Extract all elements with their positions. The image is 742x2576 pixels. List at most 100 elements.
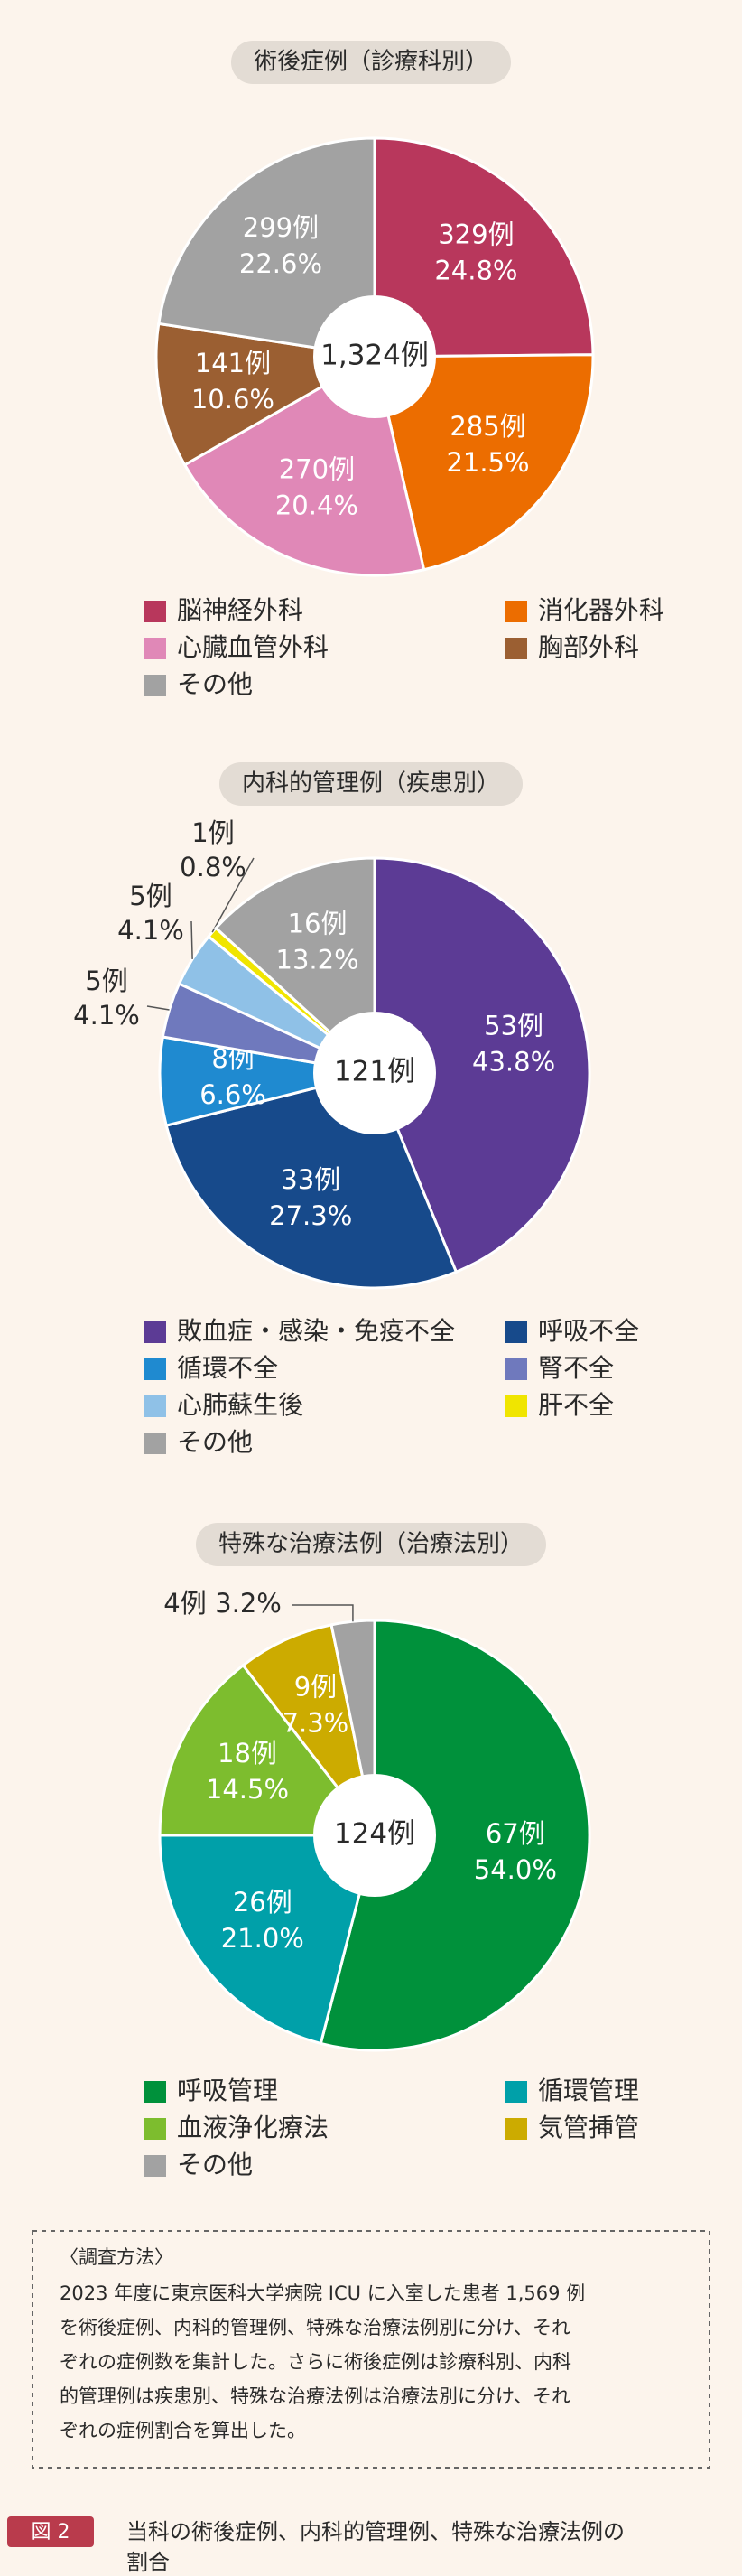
slice-count-label: 5例 (85, 966, 127, 996)
slice-percent-label: 6.6% (199, 1079, 266, 1110)
method-heading: 〈調査方法〉 (60, 2246, 173, 2268)
method-text: ぞれの症例割合を算出した。 (60, 2420, 306, 2441)
chart-title: 術後症例（診療科別） (254, 49, 488, 76)
method-text: 2023 年度に東京医科大学病院 ICU に入室した患者 1,569 例 (60, 2282, 585, 2304)
slice-count-label: 53例 (484, 1011, 543, 1041)
slice-count-label: 16例 (288, 908, 348, 938)
legend-label: 肝不全 (538, 1390, 614, 1420)
legend-swatch (505, 1395, 527, 1417)
title-pill (230, 41, 512, 84)
title-pill (195, 1523, 547, 1566)
leader-line (292, 1604, 354, 1622)
legend-swatch (144, 2081, 166, 2103)
legend-swatch (144, 2118, 166, 2140)
method-text: 的管理例は疾患別、特殊な治療法例は治療法別に分け、それ (60, 2385, 570, 2407)
legend-label: 心肺蘇生後 (177, 1390, 303, 1420)
donut-hole (313, 295, 436, 418)
caption-text: 当科の術後症例、内科的管理例、特殊な治療法例の (126, 2519, 625, 2544)
legend-label: 呼吸管理 (177, 2076, 278, 2105)
legend-label: その他 (177, 669, 253, 699)
slice-count-label: 141例 (195, 348, 271, 378)
chart-title: 特殊な治療法例（治療法別） (218, 1531, 524, 1558)
slice-percent-label: 20.4% (275, 490, 358, 520)
slice-count-label: 4例 (163, 1588, 206, 1619)
leader-line (211, 857, 255, 933)
method-text: ぞれの症例数を集計した。さらに術後症例は診療科別、内科 (60, 2351, 571, 2373)
legend-label: 気管挿管 (538, 2113, 639, 2142)
legend-swatch (144, 675, 166, 696)
legend-swatch (144, 601, 166, 622)
pie-slice (214, 856, 376, 1077)
legend-swatch (505, 601, 527, 622)
slice-count-label: 9例 (294, 1671, 337, 1702)
pie-slice (157, 136, 376, 359)
pie-slice (373, 136, 595, 359)
method-box (32, 2230, 710, 2469)
leader-line (146, 1005, 170, 1011)
title-pill (218, 762, 524, 806)
legend-label: 脳神経外科 (177, 595, 303, 625)
caption-label: 図 2 (32, 2521, 70, 2543)
legend-label: 循環管理 (538, 2076, 639, 2105)
slice-count-label: 285例 (450, 411, 525, 442)
legend-label: 胸部外科 (538, 632, 639, 662)
slice-percent-label: 14.5% (206, 1774, 289, 1805)
legend-label: 敗血症・感染・免疫不全 (177, 1316, 455, 1346)
slice-percent-label: 54.0% (474, 1854, 557, 1885)
pie-slice (373, 856, 591, 1274)
donut-hole (313, 1774, 436, 1897)
slice-count-label: 329例 (438, 219, 514, 250)
center-label: 124例 (334, 1818, 415, 1851)
legend-label: 循環不全 (177, 1353, 278, 1383)
slice-percent-label: 0.8% (180, 852, 246, 882)
leader-line (190, 920, 193, 959)
slice-percent-label: 43.8% (472, 1047, 555, 1078)
caption-badge (7, 2516, 94, 2547)
donut-hole (313, 1012, 436, 1134)
legend-swatch (144, 2155, 166, 2177)
slice-percent-label: 7.3% (283, 1707, 349, 1738)
slice-count-label: 270例 (279, 453, 355, 484)
slice-percent-label: 21.5% (446, 447, 529, 478)
slice-percent-label: 22.6% (239, 248, 322, 279)
slice-percent-label: 13.2% (276, 944, 359, 975)
legend-label: 呼吸不全 (538, 1316, 639, 1346)
slice-count-label: 26例 (233, 1887, 292, 1918)
pie-slice (158, 1663, 378, 1837)
legend-label: 血液浄化療法 (177, 2113, 329, 2142)
legend-label: 腎不全 (538, 1353, 614, 1383)
slice-count-label: 33例 (281, 1164, 340, 1195)
slice-count-label: 1例 (191, 817, 234, 848)
caption-text: 割合 (126, 2550, 170, 2575)
slice-percent-label: 27.3% (269, 1200, 352, 1231)
slice-percent-label: 10.6% (191, 384, 274, 415)
legend-swatch (144, 638, 166, 659)
center-label: 121例 (334, 1056, 415, 1088)
pie-slice (319, 1619, 591, 2052)
method-text: を術後症例、内科的管理例、特殊な治療法例別に分け、それ (60, 2317, 570, 2338)
slice-count-label: 67例 (486, 1818, 545, 1849)
legend-label: 心臓血管外科 (177, 632, 329, 662)
pie-slice (373, 353, 595, 572)
center-label: 1,324例 (320, 340, 429, 372)
chart-title: 内科的管理例（疾患別） (242, 770, 500, 798)
legend-swatch (505, 638, 527, 659)
legend-swatch (505, 2081, 527, 2103)
legend-label: その他 (177, 1427, 253, 1457)
legend-swatch (144, 1321, 166, 1343)
legend-swatch (144, 1433, 166, 1454)
legend-swatch (505, 2118, 527, 2140)
slice-count-label: 18例 (218, 1738, 277, 1769)
legend-swatch (144, 1358, 166, 1380)
slice-percent-label: 4.1% (73, 1000, 140, 1031)
slice-percent-label: 4.1% (117, 915, 184, 946)
slice-count-label: 299例 (243, 212, 319, 243)
slice-count-label: 5例 (129, 881, 172, 911)
legend-label: 消化器外科 (538, 595, 664, 625)
slice-percent-label: 21.0% (221, 1923, 304, 1954)
slice-percent-label: 24.8% (434, 256, 517, 286)
slice-percent-label: 3.2% (215, 1588, 282, 1619)
legend-swatch (144, 1395, 166, 1417)
pie-slice (158, 1834, 376, 2046)
